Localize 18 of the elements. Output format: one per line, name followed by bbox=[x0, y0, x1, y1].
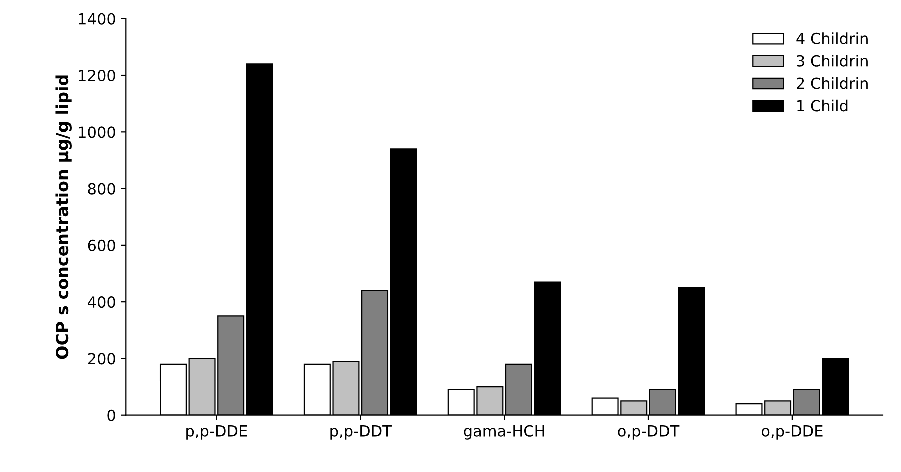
x-tick-label: p,p-DDE bbox=[186, 426, 248, 440]
y-tick-label: 400 bbox=[88, 296, 116, 308]
legend-label: 3 Childrin bbox=[797, 55, 868, 67]
y-tick-label: 1400 bbox=[79, 13, 116, 25]
x-tick-label: p,p-DDT bbox=[330, 426, 392, 440]
legend-label: 2 Childrin bbox=[797, 77, 868, 90]
y-tick-label: 200 bbox=[88, 353, 116, 365]
x-tick-label: gama-HCH bbox=[464, 425, 544, 440]
y-tick-label: 1000 bbox=[79, 126, 116, 138]
y-tick-label: 0 bbox=[108, 410, 116, 422]
y-tick-label: 600 bbox=[88, 240, 116, 252]
y-tick-label: 1200 bbox=[79, 70, 116, 82]
y-axis-title: OCP s concentration µg/g lipid bbox=[56, 76, 72, 360]
x-tick-label: o,p-DDT bbox=[618, 426, 680, 440]
legend-label: 1 Child bbox=[798, 100, 848, 112]
x-tick-label: o,p-DDE bbox=[762, 426, 823, 440]
legend-label: 4 Childrin bbox=[796, 32, 868, 44]
y-tick-label: 800 bbox=[88, 183, 116, 195]
